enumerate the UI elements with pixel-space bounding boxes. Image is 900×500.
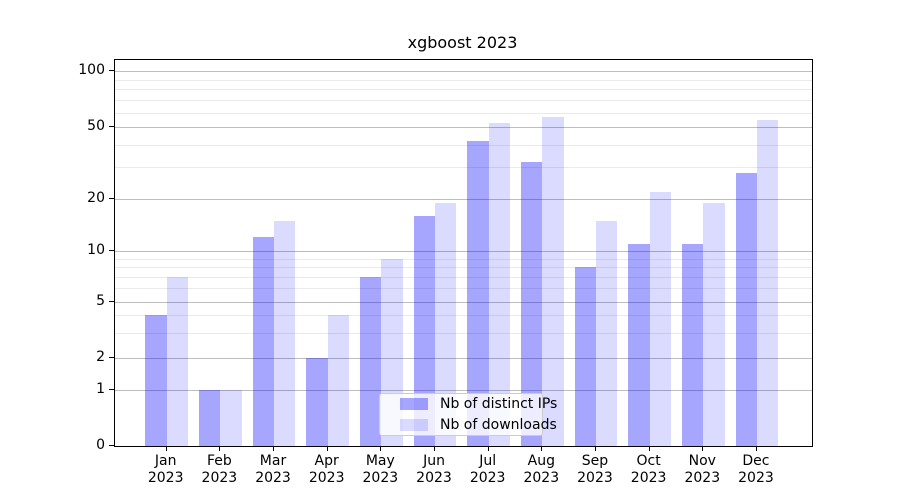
major-gridline-20 bbox=[115, 199, 812, 201]
major-gridline-2 bbox=[115, 357, 812, 359]
legend-swatch-downloads bbox=[400, 419, 428, 431]
ytick-mark-20 bbox=[109, 198, 114, 200]
xtick-label-feb: Feb 2023 bbox=[201, 453, 238, 486]
minor-gridline-8 bbox=[115, 267, 812, 269]
bar-downloads-feb bbox=[220, 390, 242, 446]
bar-downloads-dec bbox=[756, 119, 779, 446]
ytick-label-2: 2 bbox=[96, 348, 105, 365]
xtick-mark-aug bbox=[541, 446, 543, 451]
xtick-label-dec: Dec 2023 bbox=[738, 453, 774, 486]
minor-gridline-90 bbox=[115, 79, 812, 81]
major-gridline-50 bbox=[115, 127, 812, 129]
bar-downloads-sep bbox=[595, 220, 618, 446]
bar-distinct-ips-apr bbox=[306, 358, 328, 446]
ytick-mark-5 bbox=[109, 300, 114, 302]
major-gridline-100 bbox=[115, 71, 812, 72]
minor-gridline-70 bbox=[115, 99, 812, 101]
major-gridline-1 bbox=[115, 389, 812, 391]
xtick-label-jul: Jul 2023 bbox=[469, 453, 506, 486]
xtick-mark-jul bbox=[487, 446, 489, 451]
xtick-label-nov: Nov 2023 bbox=[684, 453, 721, 486]
bar-distinct-ips-feb bbox=[198, 390, 221, 446]
legend: Nb of distinct IPs Nb of downloads bbox=[379, 393, 557, 436]
xtick-mark-dec bbox=[755, 446, 757, 451]
ytick-mark-2 bbox=[109, 356, 114, 358]
bar-downloads-aug bbox=[542, 116, 564, 446]
xtick-mark-sep bbox=[594, 446, 596, 451]
legend-entry-downloads: Nb of downloads bbox=[400, 417, 557, 434]
xtick-label-jan: Jan 2023 bbox=[147, 453, 184, 486]
ytick-mark-1 bbox=[109, 388, 114, 390]
xtick-label-oct: Oct 2023 bbox=[630, 453, 667, 486]
xtick-mark-feb bbox=[219, 446, 221, 451]
legend-entry-distinct-ips: Nb of distinct IPs bbox=[400, 396, 557, 413]
ytick-label-100: 100 bbox=[78, 62, 105, 78]
xtick-label-may: May 2023 bbox=[362, 453, 399, 486]
minor-gridline-40 bbox=[115, 144, 812, 146]
minor-gridline-7 bbox=[115, 277, 812, 279]
bar-downloads-apr bbox=[327, 315, 350, 446]
bar-distinct-ips-jun bbox=[413, 215, 435, 446]
ytick-label-0: 0 bbox=[96, 437, 105, 453]
bar-distinct-ips-aug bbox=[520, 162, 543, 446]
bar-distinct-ips-may bbox=[359, 277, 382, 446]
bar-distinct-ips-sep bbox=[574, 267, 596, 446]
minor-gridline-6 bbox=[115, 288, 812, 290]
bar-downloads-jan bbox=[166, 277, 189, 446]
bar-downloads-jul bbox=[488, 122, 511, 446]
bar-distinct-ips-dec bbox=[735, 172, 757, 446]
xtick-label-mar: Mar 2023 bbox=[255, 453, 291, 486]
xtick-label-jun: Jun 2023 bbox=[416, 453, 452, 486]
bar-distinct-ips-jul bbox=[467, 141, 489, 446]
major-gridline-10 bbox=[115, 250, 812, 252]
xtick-mark-apr bbox=[326, 446, 328, 451]
chart-title: xgboost 2023 bbox=[407, 33, 518, 52]
ytick-label-10: 10 bbox=[87, 241, 105, 258]
xtick-label-apr: Apr 2023 bbox=[308, 453, 345, 486]
ytick-label-20: 20 bbox=[87, 190, 105, 207]
xtick-mark-jun bbox=[434, 446, 435, 451]
bar-downloads-jun bbox=[435, 203, 457, 446]
ytick-mark-10 bbox=[109, 249, 114, 251]
bar-distinct-ips-jan bbox=[145, 315, 167, 446]
xtick-mark-nov bbox=[702, 446, 704, 451]
legend-label-distinct-ips: Nb of distinct IPs bbox=[440, 396, 558, 412]
minor-gridline-30 bbox=[115, 167, 812, 169]
ytick-label-50: 50 bbox=[87, 118, 105, 135]
minor-gridline-80 bbox=[115, 89, 812, 91]
xtick-mark-oct bbox=[648, 446, 650, 451]
minor-gridline-4 bbox=[115, 315, 812, 317]
major-gridline-5 bbox=[115, 301, 812, 303]
ytick-mark-100 bbox=[109, 70, 114, 71]
plot-area bbox=[114, 59, 813, 447]
minor-gridline-60 bbox=[115, 112, 812, 114]
bar-downloads-mar bbox=[274, 220, 296, 446]
xtick-label-sep: Sep 2023 bbox=[577, 453, 613, 486]
bar-downloads-nov bbox=[703, 203, 725, 446]
bar-distinct-ips-oct bbox=[628, 243, 650, 446]
ytick-mark-0 bbox=[109, 445, 114, 446]
ytick-label-5: 5 bbox=[96, 292, 105, 309]
bar-downloads-oct bbox=[649, 191, 672, 446]
minor-gridline-9 bbox=[115, 258, 812, 260]
bar-distinct-ips-nov bbox=[681, 243, 704, 446]
xtick-label-aug: Aug 2023 bbox=[523, 453, 560, 486]
bar-distinct-ips-mar bbox=[252, 237, 274, 446]
xtick-mark-mar bbox=[273, 446, 275, 451]
ytick-label-1: 1 bbox=[96, 380, 105, 397]
xtick-mark-may bbox=[380, 446, 382, 451]
legend-swatch-distinct-ips bbox=[400, 398, 428, 410]
minor-gridline-3 bbox=[115, 333, 812, 335]
legend-label-downloads: Nb of downloads bbox=[440, 417, 557, 433]
xtick-mark-jan bbox=[165, 446, 167, 451]
ytick-mark-50 bbox=[109, 126, 114, 128]
